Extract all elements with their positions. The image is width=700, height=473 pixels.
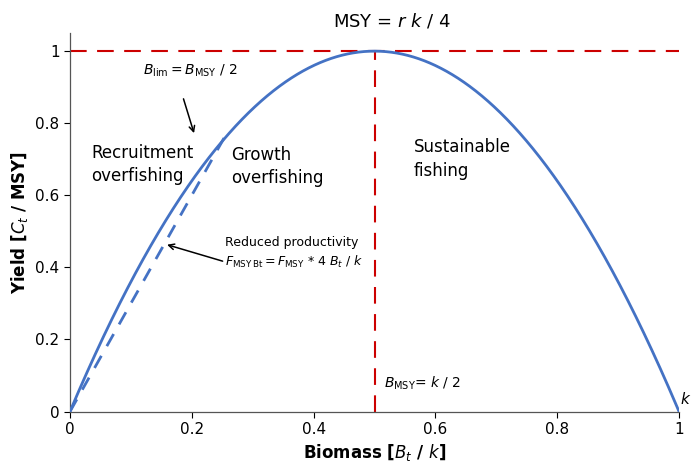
Text: $B_{\rm lim} = B_{\rm MSY}$ / 2: $B_{\rm lim} = B_{\rm MSY}$ / 2 (143, 63, 238, 79)
Text: $k$: $k$ (680, 391, 692, 407)
Text: Reduced productivity
$F_{\rm MSY\,Bt} = F_{\rm MSY}$ * 4 $B_t$ / $k$: Reduced productivity $F_{\rm MSY\,Bt} = … (225, 236, 364, 270)
X-axis label: Biomass [$B_t$ / $k$]: Biomass [$B_t$ / $k$] (303, 442, 446, 464)
Text: Recruitment
overfishing: Recruitment overfishing (91, 144, 194, 185)
Text: Growth
overfishing: Growth overfishing (232, 146, 324, 187)
Text: $B_{\rm MSY}$= $k$ / 2: $B_{\rm MSY}$= $k$ / 2 (384, 374, 461, 392)
Text: Sustainable
fishing: Sustainable fishing (414, 139, 511, 180)
Text: MSY = $r$ $k$ / 4: MSY = $r$ $k$ / 4 (333, 12, 451, 31)
Y-axis label: Yield [$C_t$ / MSY]: Yield [$C_t$ / MSY] (9, 151, 30, 294)
